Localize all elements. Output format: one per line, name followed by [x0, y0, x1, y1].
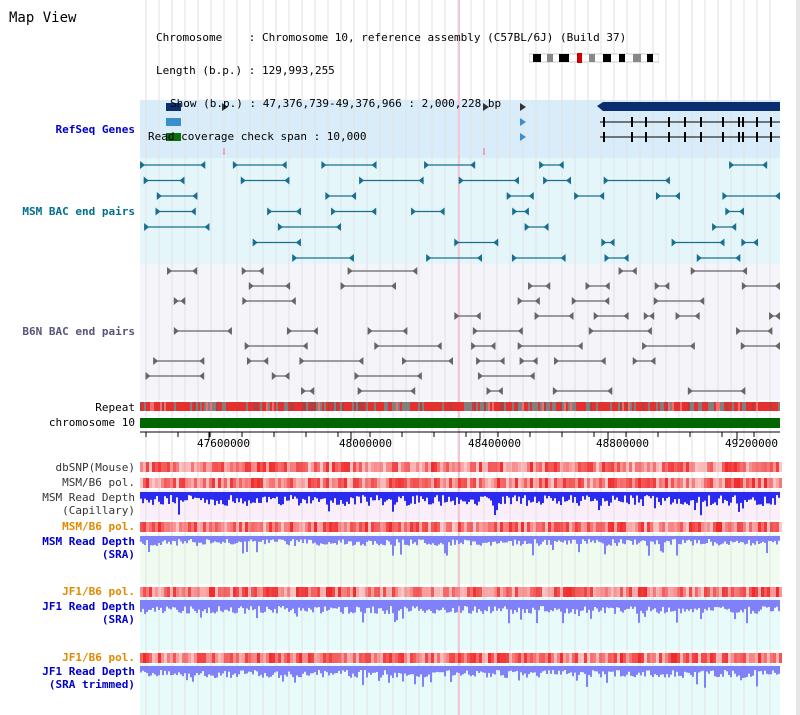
track-label-repeat[interactable]: Repeat [95, 401, 135, 414]
track-label-jf1-pol-1[interactable]: JF1/B6 pol. [62, 585, 135, 598]
axis-tick-label: 48800000 [596, 437, 649, 450]
track-label-msm-depth-sra[interactable]: MSM Read Depth [42, 535, 135, 548]
axis-tick-label: 48000000 [339, 437, 392, 450]
track-label-jf1-depth-trim-sub: (SRA trimmed) [48, 678, 135, 691]
track-label-refseq[interactable]: RefSeq Genes [55, 123, 135, 136]
axis-tick-label: 48400000 [468, 437, 521, 450]
chromosome-ideogram[interactable] [529, 53, 659, 63]
span-line: Read coverage check span : 10,000 [148, 130, 367, 143]
length-line: Length (b.p.) : 129,993,255 [156, 64, 335, 77]
show-line: Show (b.p.) : 47,376,739-49,376,966 : 2,… [170, 97, 502, 110]
track-label-dbsnp[interactable]: dbSNP(Mouse) [55, 461, 135, 474]
track-label-b6n-bac[interactable]: B6N BAC end pairs [22, 325, 135, 338]
track-label-msm-pol-2[interactable]: MSM/B6 pol. [62, 520, 135, 533]
track-label-jf1-depth-trim[interactable]: JF1 Read Depth [42, 665, 135, 678]
track-label-msm-depth-cap-sub: (Capillary) [62, 504, 135, 517]
track-label-chromosome[interactable]: chromosome 10 [48, 416, 135, 429]
track-label-jf1-pol-2[interactable]: JF1/B6 pol. [62, 651, 135, 664]
chromosome-line: Chromosome : Chromosome 10, reference as… [156, 31, 627, 44]
axis-tick-label: 49200000 [725, 437, 778, 450]
scroll-edge [796, 0, 800, 715]
track-label-msm-bac[interactable]: MSM BAC end pairs [22, 205, 135, 218]
page-title: Map View [9, 10, 77, 26]
track-label-msm-depth-sra-sub: (SRA) [101, 548, 135, 561]
region-info: Chromosome : Chromosome 10, reference as… [148, 10, 626, 153]
axis-tick-label: 47600000 [197, 437, 250, 450]
track-label-msm-depth-cap[interactable]: MSM Read Depth [42, 491, 135, 504]
track-label-jf1-depth-sra[interactable]: JF1 Read Depth [42, 600, 135, 613]
track-label-msm-pol-1[interactable]: MSM/B6 pol. [62, 476, 135, 489]
track-label-jf1-depth-sra-sub: (SRA) [101, 613, 135, 626]
